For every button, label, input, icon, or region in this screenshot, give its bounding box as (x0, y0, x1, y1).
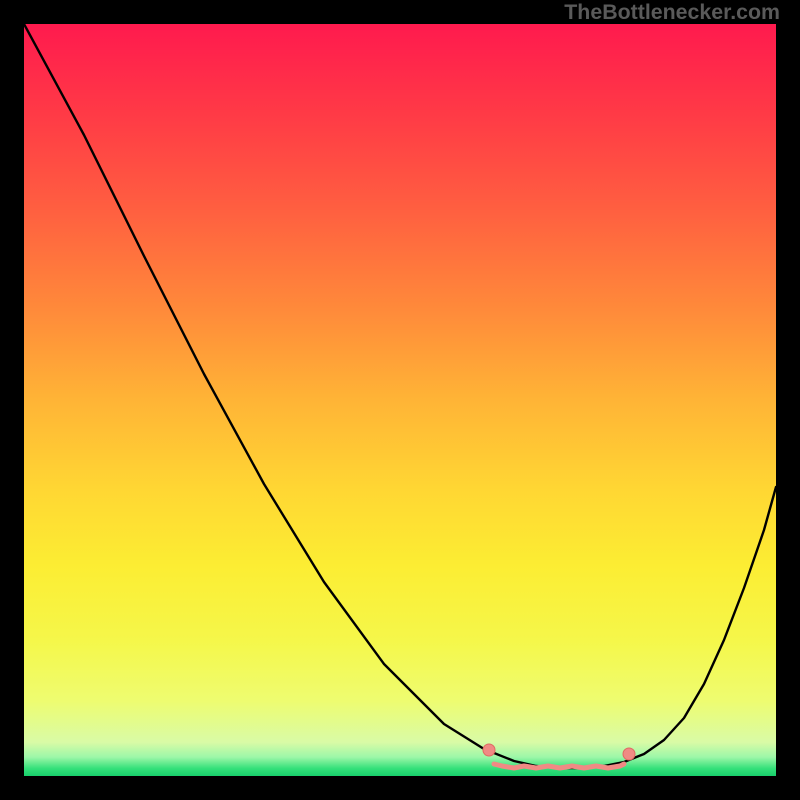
range-start-marker (483, 744, 495, 756)
plot-area (24, 24, 776, 776)
attribution-label: TheBottlenecker.com (564, 0, 780, 25)
optimal-range-line (494, 764, 624, 768)
bottleneck-curve (24, 24, 776, 768)
chart-overlay (24, 24, 776, 776)
range-end-marker (623, 748, 635, 760)
